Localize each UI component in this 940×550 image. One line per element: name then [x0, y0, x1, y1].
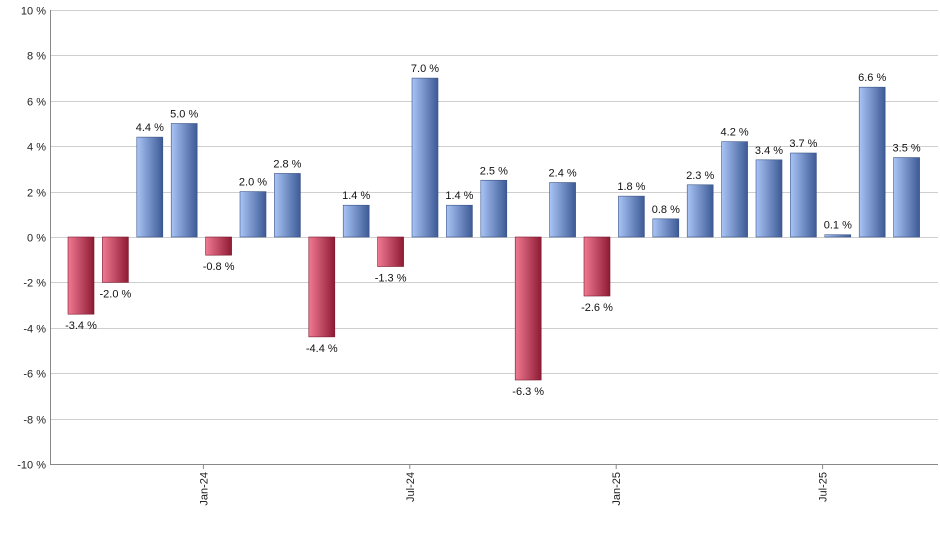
data-label: 1.4 %	[445, 190, 473, 202]
data-label: 0.8 %	[652, 204, 680, 216]
bar	[67, 236, 95, 315]
data-label: 4.4 %	[136, 122, 164, 134]
bar	[274, 173, 301, 238]
bar	[411, 77, 439, 238]
y-axis-tick-labels: 10 % 8 % 6 % 4 % 2 % 0 % -2 % -4 % -6 % -8 % -10 %	[17, 6, 46, 472]
x-axis-tick-labels: Jan-24 Jul-24 Jan-25 Jul-25	[198, 464, 830, 506]
bar	[721, 141, 748, 238]
bar	[308, 236, 336, 338]
bar	[102, 236, 129, 283]
bar	[858, 86, 886, 238]
y-tick-label: -4 %	[23, 324, 46, 336]
data-label: 2.0 %	[239, 177, 267, 189]
bar	[583, 236, 611, 297]
bar	[618, 195, 645, 238]
data-label: 4.2 %	[721, 127, 749, 139]
y-tick-label: 2 %	[27, 188, 46, 200]
y-tick-label: -2 %	[23, 278, 46, 290]
y-tick-label: 10 %	[21, 6, 46, 18]
data-label: 3.4 %	[755, 145, 783, 157]
y-tick-label: -8 %	[23, 415, 46, 427]
data-label: 2.4 %	[549, 168, 577, 180]
data-label: 7.0 %	[411, 63, 439, 75]
y-tick-label: -10 %	[17, 460, 46, 472]
bars	[67, 77, 920, 381]
y-tick-label: -6 %	[23, 369, 46, 381]
bar	[480, 179, 508, 238]
bar	[239, 191, 267, 238]
bar	[514, 236, 542, 381]
data-label: 0.1 %	[824, 220, 852, 232]
data-label: 2.8 %	[273, 158, 301, 170]
data-label: 1.8 %	[617, 181, 645, 193]
bar	[893, 157, 920, 238]
data-label: -0.8 %	[203, 261, 235, 273]
bar	[790, 152, 817, 238]
bar	[549, 182, 576, 238]
bar	[446, 204, 473, 238]
data-label: 3.7 %	[789, 138, 817, 150]
data-label: 5.0 %	[170, 109, 198, 121]
data-label: -3.4 %	[65, 320, 97, 332]
bar	[205, 236, 232, 256]
data-label: -4.4 %	[306, 343, 338, 355]
bar	[136, 136, 164, 238]
y-tick-label: 0 %	[27, 233, 46, 245]
grid	[50, 10, 938, 465]
y-tick-label: 4 %	[27, 142, 46, 154]
bar	[342, 204, 370, 238]
bar	[755, 159, 783, 238]
data-label: 3.5 %	[893, 143, 921, 155]
data-label: -2.0 %	[100, 288, 132, 300]
bar	[824, 234, 852, 238]
data-labels: -3.4 % -2.0 % 4.4 % 5.0 % -0.8 % 2.0 % 2.8 % -4…	[65, 63, 921, 398]
data-label: 2.5 %	[480, 165, 508, 177]
y-tick-label: 6 %	[27, 97, 46, 109]
x-tick-label: Jan-24	[198, 472, 210, 506]
bar	[652, 218, 680, 238]
x-tick-label: Jul-25	[818, 472, 830, 502]
bar	[686, 184, 714, 238]
data-label: -2.6 %	[581, 302, 613, 314]
data-label: 2.3 %	[686, 170, 714, 182]
data-label: -1.3 %	[375, 273, 407, 285]
y-tick-label: 8 %	[27, 51, 46, 63]
axes	[50, 10, 938, 465]
bar	[377, 236, 404, 267]
data-label: -6.3 %	[512, 386, 544, 398]
x-tick-label: Jan-25	[611, 472, 623, 506]
bar	[170, 123, 198, 238]
data-label: 6.6 %	[858, 72, 886, 84]
x-tick-label: Jul-24	[405, 472, 417, 502]
data-label: 1.4 %	[342, 190, 370, 202]
